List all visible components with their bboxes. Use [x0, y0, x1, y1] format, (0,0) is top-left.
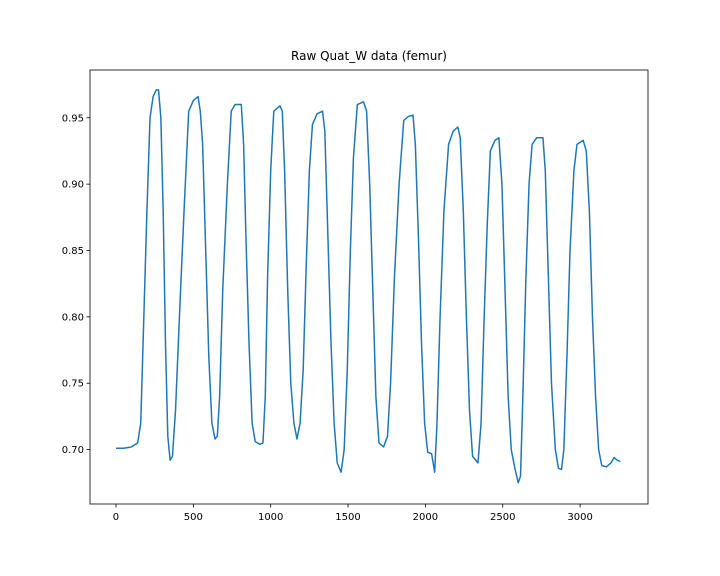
y-tick-label: 0.85 — [62, 246, 84, 257]
y-tick-label: 0.70 — [62, 445, 84, 456]
x-tick-label: 2000 — [413, 512, 438, 523]
data-line — [115, 89, 621, 484]
x-tick-label: 1500 — [335, 512, 360, 523]
x-tick-label: 1000 — [258, 512, 283, 523]
x-tick-label: 3000 — [567, 512, 592, 523]
y-tick-label: 0.95 — [62, 113, 84, 124]
x-tick-label: 2500 — [490, 512, 515, 523]
x-tick-label: 0 — [113, 512, 119, 523]
chart-title: Raw Quat_W data (femur) — [291, 49, 447, 63]
axes-frame — [89, 69, 649, 505]
y-tick-label: 0.80 — [62, 312, 84, 323]
x-tick-label: 500 — [184, 512, 203, 523]
y-tick-label: 0.75 — [62, 379, 84, 390]
y-tick-label: 0.90 — [62, 180, 84, 191]
